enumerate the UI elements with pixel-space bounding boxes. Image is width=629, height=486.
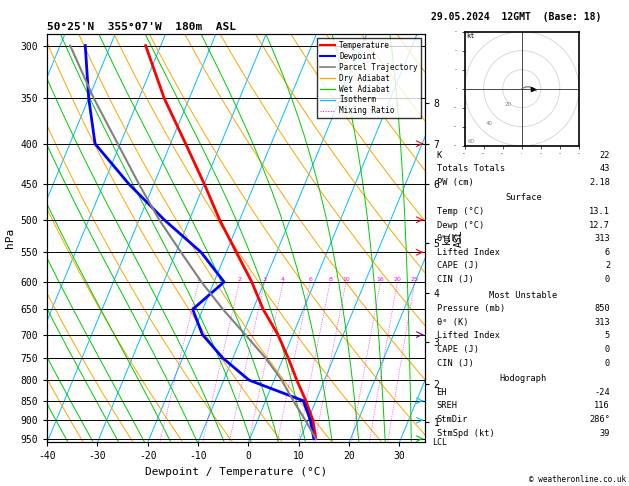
Text: 3: 3 bbox=[263, 277, 267, 282]
Text: CIN (J): CIN (J) bbox=[437, 359, 473, 367]
Text: 20: 20 bbox=[504, 102, 511, 107]
Text: 8: 8 bbox=[328, 277, 332, 282]
Text: 313: 313 bbox=[594, 318, 610, 327]
Legend: Temperature, Dewpoint, Parcel Trajectory, Dry Adiabat, Wet Adiabat, Isotherm, Mi: Temperature, Dewpoint, Parcel Trajectory… bbox=[317, 38, 421, 119]
Text: 25: 25 bbox=[411, 277, 419, 282]
Text: 50°25'N  355°07'W  180m  ASL: 50°25'N 355°07'W 180m ASL bbox=[47, 22, 236, 32]
Text: 0: 0 bbox=[605, 275, 610, 284]
Text: 20: 20 bbox=[394, 277, 401, 282]
Text: 0: 0 bbox=[605, 359, 610, 367]
Text: 850: 850 bbox=[594, 304, 610, 313]
Text: Totals Totals: Totals Totals bbox=[437, 164, 505, 173]
Text: SREH: SREH bbox=[437, 401, 457, 410]
Y-axis label: km
ASL: km ASL bbox=[442, 229, 464, 247]
Text: 2.18: 2.18 bbox=[589, 178, 610, 187]
Text: 2: 2 bbox=[605, 261, 610, 270]
Text: CIN (J): CIN (J) bbox=[437, 275, 473, 284]
Text: 116: 116 bbox=[594, 401, 610, 410]
Text: 60: 60 bbox=[467, 139, 474, 144]
Text: 4: 4 bbox=[281, 277, 285, 282]
Text: 39: 39 bbox=[599, 429, 610, 437]
Text: EH: EH bbox=[437, 388, 447, 397]
X-axis label: Dewpoint / Temperature (°C): Dewpoint / Temperature (°C) bbox=[145, 467, 327, 477]
Text: Dewp (°C): Dewp (°C) bbox=[437, 221, 484, 229]
Text: 1: 1 bbox=[197, 277, 201, 282]
Text: 22: 22 bbox=[599, 151, 610, 159]
Text: Lifted Index: Lifted Index bbox=[437, 331, 499, 340]
Text: Surface: Surface bbox=[505, 193, 542, 202]
Text: 29.05.2024  12GMT  (Base: 18): 29.05.2024 12GMT (Base: 18) bbox=[431, 12, 601, 22]
Text: 286°: 286° bbox=[589, 415, 610, 424]
Text: Hodograph: Hodograph bbox=[499, 374, 547, 383]
Text: Most Unstable: Most Unstable bbox=[489, 291, 557, 299]
Text: 10: 10 bbox=[342, 277, 350, 282]
Text: 12.7: 12.7 bbox=[589, 221, 610, 229]
Text: 0: 0 bbox=[605, 345, 610, 354]
Text: kt: kt bbox=[467, 33, 475, 39]
Text: 6: 6 bbox=[605, 248, 610, 257]
Text: 16: 16 bbox=[377, 277, 384, 282]
Text: -24: -24 bbox=[594, 388, 610, 397]
Text: Lifted Index: Lifted Index bbox=[437, 248, 499, 257]
Text: StmSpd (kt): StmSpd (kt) bbox=[437, 429, 494, 437]
Text: PW (cm): PW (cm) bbox=[437, 178, 473, 187]
Text: K: K bbox=[437, 151, 442, 159]
Text: Temp (°C): Temp (°C) bbox=[437, 207, 484, 216]
Text: Pressure (mb): Pressure (mb) bbox=[437, 304, 505, 313]
Text: CAPE (J): CAPE (J) bbox=[437, 261, 479, 270]
Text: © weatheronline.co.uk: © weatheronline.co.uk bbox=[529, 474, 626, 484]
Text: StmDir: StmDir bbox=[437, 415, 468, 424]
Text: 40: 40 bbox=[486, 121, 493, 126]
Text: CAPE (J): CAPE (J) bbox=[437, 345, 479, 354]
Text: 2: 2 bbox=[237, 277, 242, 282]
Text: θᵉ (K): θᵉ (K) bbox=[437, 318, 468, 327]
Text: 5: 5 bbox=[605, 331, 610, 340]
Text: 313: 313 bbox=[594, 234, 610, 243]
Y-axis label: hPa: hPa bbox=[5, 228, 15, 248]
Text: θᵉ(K): θᵉ(K) bbox=[437, 234, 463, 243]
Text: 6: 6 bbox=[308, 277, 312, 282]
Text: LCL: LCL bbox=[432, 438, 447, 447]
Text: 13.1: 13.1 bbox=[589, 207, 610, 216]
Text: 43: 43 bbox=[599, 164, 610, 173]
